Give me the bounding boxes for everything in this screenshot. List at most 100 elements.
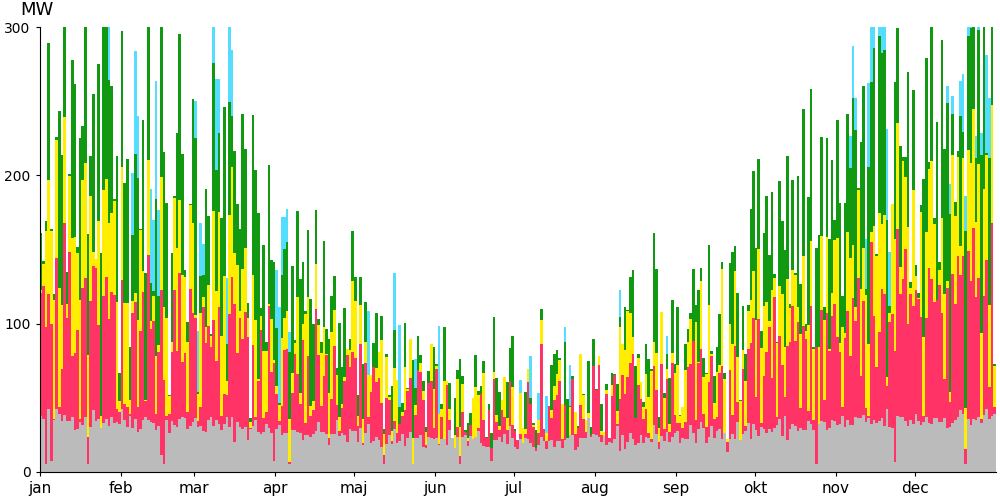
Bar xyxy=(165,420,168,472)
Bar xyxy=(873,0,875,48)
Bar xyxy=(68,422,71,472)
Bar xyxy=(95,420,97,472)
Bar xyxy=(493,317,495,372)
Bar xyxy=(886,409,888,472)
Bar xyxy=(459,464,461,472)
Bar xyxy=(731,415,734,434)
Bar xyxy=(81,180,84,288)
Bar xyxy=(215,360,218,420)
Bar xyxy=(943,294,946,378)
Bar xyxy=(53,420,55,472)
Bar xyxy=(330,296,333,333)
Bar xyxy=(624,449,626,472)
Bar xyxy=(181,275,184,362)
Bar xyxy=(550,440,553,472)
Bar xyxy=(941,218,943,314)
Bar xyxy=(985,54,988,153)
Bar xyxy=(721,268,723,366)
Bar xyxy=(197,330,199,392)
Bar xyxy=(611,443,613,472)
Bar xyxy=(970,28,972,162)
Bar xyxy=(553,354,556,386)
Bar xyxy=(873,226,875,316)
Bar xyxy=(247,440,249,472)
Bar xyxy=(467,440,469,446)
Bar xyxy=(841,407,844,416)
Bar xyxy=(881,418,883,472)
Bar xyxy=(380,316,383,340)
Bar xyxy=(257,380,260,381)
Bar xyxy=(228,314,231,426)
Bar xyxy=(309,406,312,416)
Bar xyxy=(681,428,684,438)
Bar xyxy=(239,312,241,318)
Bar xyxy=(739,400,742,402)
Bar xyxy=(168,396,171,414)
Bar xyxy=(207,284,210,327)
Bar xyxy=(640,434,642,472)
Bar xyxy=(930,424,933,472)
Bar xyxy=(550,410,553,418)
Bar xyxy=(936,300,938,418)
Bar xyxy=(896,416,899,472)
Bar xyxy=(307,297,309,356)
Bar xyxy=(123,183,126,303)
Bar xyxy=(564,327,566,342)
Bar xyxy=(611,373,613,386)
Bar xyxy=(150,322,152,328)
Bar xyxy=(241,114,244,268)
Bar xyxy=(585,420,587,432)
Bar xyxy=(653,233,655,342)
Bar xyxy=(867,416,870,418)
Bar xyxy=(888,252,891,306)
Bar xyxy=(189,290,192,426)
Bar xyxy=(275,430,278,472)
Bar xyxy=(89,196,92,301)
Bar xyxy=(590,426,592,436)
Bar xyxy=(791,180,794,270)
Bar xyxy=(273,462,275,472)
Bar xyxy=(810,241,812,306)
Bar xyxy=(244,312,247,427)
Bar xyxy=(915,290,917,414)
Bar xyxy=(550,418,553,440)
Bar xyxy=(763,306,765,376)
Bar xyxy=(309,416,312,438)
Bar xyxy=(752,318,755,424)
Bar xyxy=(988,98,991,158)
Bar xyxy=(977,164,980,278)
Bar xyxy=(139,429,142,472)
Bar xyxy=(388,400,391,436)
Bar xyxy=(684,438,687,472)
Bar xyxy=(537,392,540,420)
Bar xyxy=(632,337,634,354)
Bar xyxy=(81,126,84,180)
Bar xyxy=(417,370,419,438)
Bar xyxy=(236,353,239,422)
Bar xyxy=(317,355,320,422)
Bar xyxy=(629,432,632,472)
Bar xyxy=(951,114,954,156)
Bar xyxy=(477,430,480,472)
Bar xyxy=(231,168,233,276)
Bar xyxy=(616,426,619,472)
Bar xyxy=(385,398,388,444)
Bar xyxy=(254,420,257,472)
Bar xyxy=(63,223,66,416)
Bar xyxy=(671,364,674,438)
Bar xyxy=(388,436,391,472)
Bar xyxy=(564,405,566,440)
Bar xyxy=(131,301,134,313)
Bar xyxy=(137,320,139,408)
Bar xyxy=(498,392,501,426)
Bar xyxy=(239,318,241,426)
Bar xyxy=(556,441,558,472)
Bar xyxy=(197,421,199,427)
Bar xyxy=(603,432,605,436)
Bar xyxy=(480,444,482,472)
Bar xyxy=(278,424,281,472)
Bar xyxy=(909,288,912,294)
Bar xyxy=(199,426,202,472)
Bar xyxy=(823,422,826,472)
Bar xyxy=(928,268,930,423)
